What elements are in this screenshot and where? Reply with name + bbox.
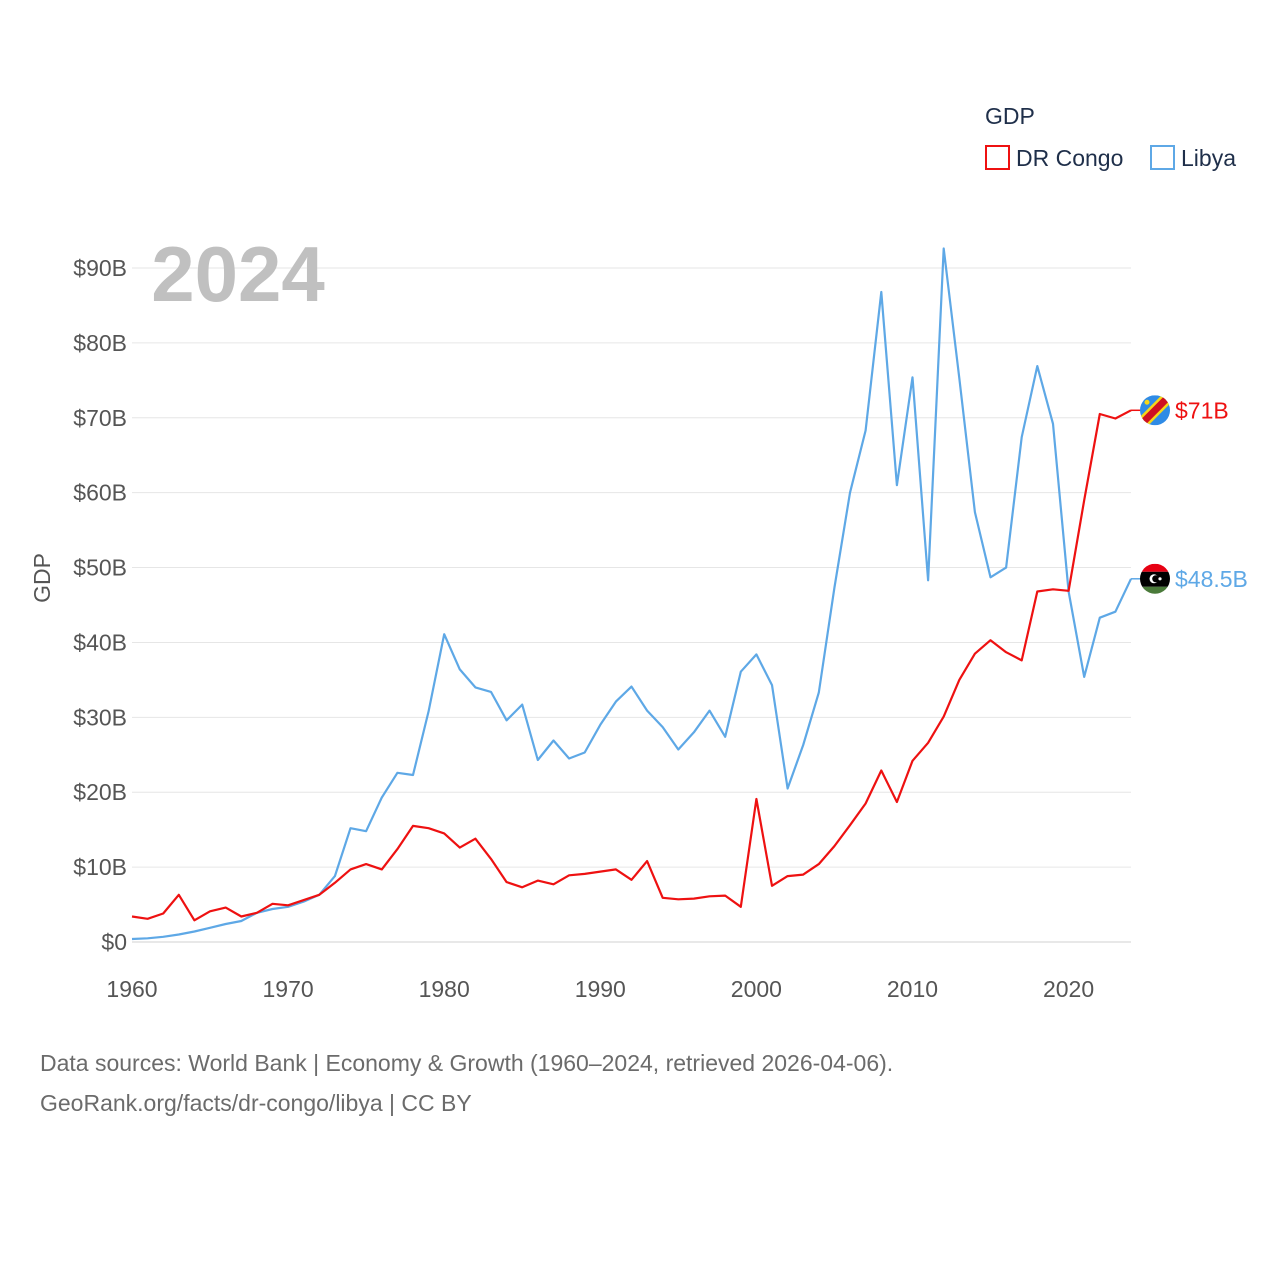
y-tick-label: $40B <box>73 629 127 655</box>
y-tick-label: $70B <box>73 405 127 431</box>
x-tick-label: 1990 <box>575 976 626 1002</box>
legend-label-dr-congo: DR Congo <box>1016 145 1123 171</box>
x-tick-label: 2020 <box>1043 976 1094 1002</box>
x-tick-label: 2010 <box>887 976 938 1002</box>
end-markers: $71B $48.5B <box>1131 395 1248 594</box>
y-tick-label: $20B <box>73 779 127 805</box>
legend-title: GDP <box>985 103 1035 129</box>
end-value-label-libya: $48.5B <box>1175 566 1248 592</box>
year-label: 2024 <box>151 230 325 318</box>
legend-label-libya: Libya <box>1181 145 1236 171</box>
legend-item-libya[interactable]: Libya <box>1150 145 1236 171</box>
y-tick-label: $10B <box>73 854 127 880</box>
y-tick-label: $0 <box>101 929 127 955</box>
source-link-line[interactable]: GeoRank.org/facts/dr-congo/libya | CC BY <box>40 1090 472 1116</box>
series-lines <box>131 247 1132 941</box>
y-tick-label: $50B <box>73 555 127 581</box>
y-tick-label: $90B <box>73 255 127 281</box>
x-tick-label: 1960 <box>106 976 157 1002</box>
data-source-footer: Data sources: World Bank | Economy & Gro… <box>40 1043 893 1123</box>
series-line-dr-congo <box>131 409 1132 922</box>
legend: GDP DR Congo Libya <box>985 103 1236 171</box>
legend-swatch-libya <box>1150 145 1175 170</box>
dr-congo-flag-icon <box>1140 395 1170 426</box>
libya-flag-icon <box>1140 563 1170 594</box>
x-tick-label: 2000 <box>731 976 782 1002</box>
x-axis-ticks: 1960 1970 1980 1990 2000 2010 2020 <box>106 976 1094 1002</box>
x-tick-label: 1970 <box>263 976 314 1002</box>
source-line: Data sources: World Bank | Economy & Gro… <box>40 1050 894 1076</box>
grid-lines <box>132 267 1131 943</box>
y-axis-title: GDP <box>29 553 55 603</box>
y-tick-label: $60B <box>73 480 127 506</box>
series-line-libya <box>131 247 1132 941</box>
end-value-label-dr-congo: $71B <box>1175 397 1229 423</box>
x-tick-label: 1980 <box>419 976 470 1002</box>
y-tick-label: $80B <box>73 330 127 356</box>
legend-swatch-dr-congo <box>985 145 1010 170</box>
y-axis-ticks: $0 $10B $20B $30B $40B $50B $60B $70B $80B $90B <box>73 255 127 955</box>
legend-item-dr-congo[interactable]: DR Congo <box>985 145 1123 171</box>
y-tick-label: $30B <box>73 704 127 730</box>
